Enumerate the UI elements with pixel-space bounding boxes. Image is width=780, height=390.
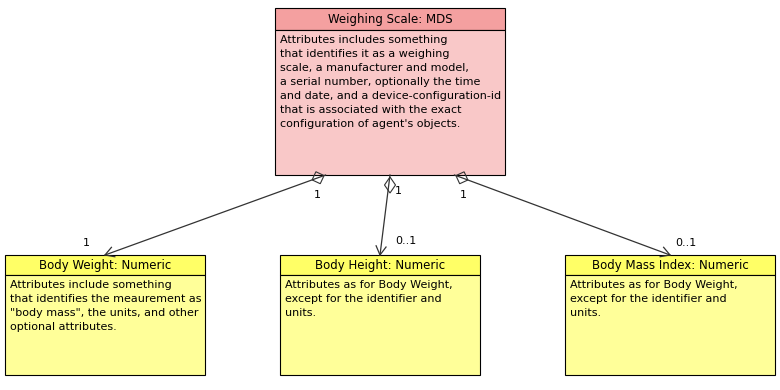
Text: Body Mass Index: Numeric: Body Mass Index: Numeric — [591, 259, 748, 271]
Text: Weighing Scale: MDS: Weighing Scale: MDS — [328, 12, 452, 25]
Text: Body Height: Numeric: Body Height: Numeric — [315, 259, 445, 271]
Text: 0..1: 0..1 — [395, 236, 417, 246]
Bar — [565, 255, 775, 275]
Text: 1: 1 — [395, 186, 402, 196]
Bar — [275, 8, 505, 30]
Bar — [5, 255, 205, 275]
Text: Attributes include something
that identifies the meaurement as
"body mass", the : Attributes include something that identi… — [10, 280, 201, 332]
Bar — [275, 30, 505, 175]
Text: 1: 1 — [459, 190, 466, 200]
Text: 1: 1 — [314, 190, 321, 200]
Bar — [280, 275, 480, 375]
Text: Attributes includes something
that identifies it as a weighing
scale, a manufact: Attributes includes something that ident… — [280, 35, 501, 129]
Text: 1: 1 — [83, 238, 90, 248]
Text: Attributes as for Body Weight,
except for the identifier and
units.: Attributes as for Body Weight, except fo… — [285, 280, 452, 318]
Text: Body Weight: Numeric: Body Weight: Numeric — [39, 259, 171, 271]
Bar — [5, 275, 205, 375]
Text: 0..1: 0..1 — [675, 238, 697, 248]
Text: Attributes as for Body Weight,
except for the identifier and
units.: Attributes as for Body Weight, except fo… — [570, 280, 738, 318]
Bar — [565, 275, 775, 375]
Bar — [280, 255, 480, 275]
